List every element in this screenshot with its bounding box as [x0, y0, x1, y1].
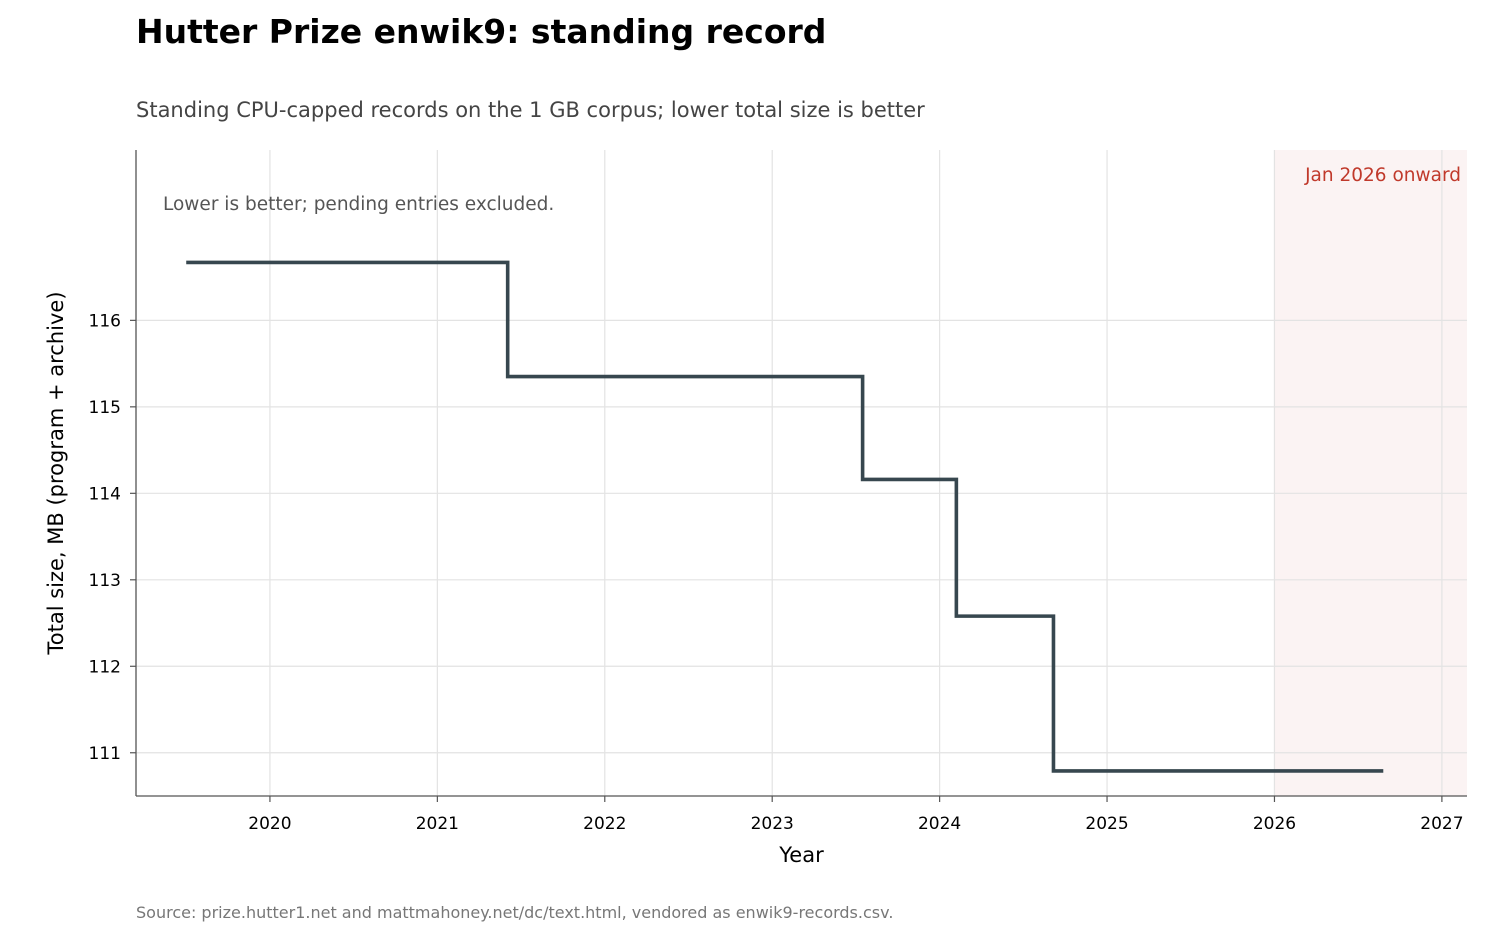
chart-title: Hutter Prize enwik9: standing record	[136, 12, 827, 51]
shaded-region-label: Jan 2026 onward	[1304, 165, 1461, 186]
x-tick-label: 2023	[751, 814, 794, 834]
x-tick-label: 2024	[918, 814, 961, 834]
x-tick-label: 2022	[583, 814, 626, 834]
chart-source: Source: prize.hutter1.net and mattmahone…	[136, 903, 894, 922]
shaded-region	[1274, 150, 1467, 796]
y-tick-label: 113	[89, 571, 121, 591]
y-tick-label: 116	[89, 311, 121, 331]
x-tick-label: 2025	[1085, 814, 1128, 834]
x-axis-label: Year	[778, 843, 824, 867]
y-tick-label: 111	[89, 744, 121, 764]
y-tick-label: 112	[89, 657, 121, 677]
y-axis-label: Total size, MB (program + archive)	[44, 291, 68, 655]
chart-annotation: Lower is better; pending entries exclude…	[163, 194, 554, 215]
record-step-line	[186, 260, 1384, 773]
x-tick-label: 2026	[1253, 814, 1296, 834]
y-tick-label: 114	[89, 484, 121, 504]
y-tick-label: 115	[89, 398, 121, 418]
chart-subtitle: Standing CPU-capped records on the 1 GB …	[136, 98, 925, 122]
x-tick-label: 2027	[1420, 814, 1463, 834]
x-tick-label: 2021	[416, 814, 459, 834]
x-tick-label: 2020	[248, 814, 291, 834]
